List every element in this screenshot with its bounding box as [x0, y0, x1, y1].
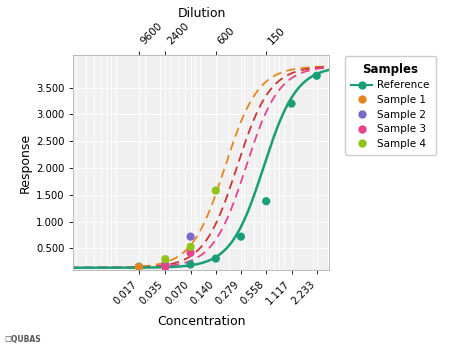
X-axis label: Dilution: Dilution — [177, 7, 226, 19]
Point — [187, 250, 194, 255]
Point — [263, 199, 270, 204]
Point — [162, 264, 169, 270]
Point — [187, 234, 194, 239]
Point — [288, 101, 295, 107]
Point — [135, 264, 143, 270]
Text: ☐QUBAS: ☐QUBAS — [5, 335, 41, 344]
Point — [187, 262, 194, 267]
Point — [162, 256, 169, 262]
Point — [313, 73, 320, 79]
Point — [212, 188, 219, 193]
Point — [135, 264, 143, 270]
Point — [162, 262, 169, 267]
X-axis label: Concentration: Concentration — [157, 315, 246, 328]
Point — [187, 244, 194, 249]
Point — [212, 256, 219, 261]
Point — [162, 263, 169, 268]
Point — [162, 262, 169, 268]
Legend: Reference, Sample 1, Sample 2, Sample 3, Sample 4: Reference, Sample 1, Sample 2, Sample 3,… — [345, 56, 436, 155]
Point — [237, 234, 245, 239]
Y-axis label: Response: Response — [19, 133, 32, 193]
